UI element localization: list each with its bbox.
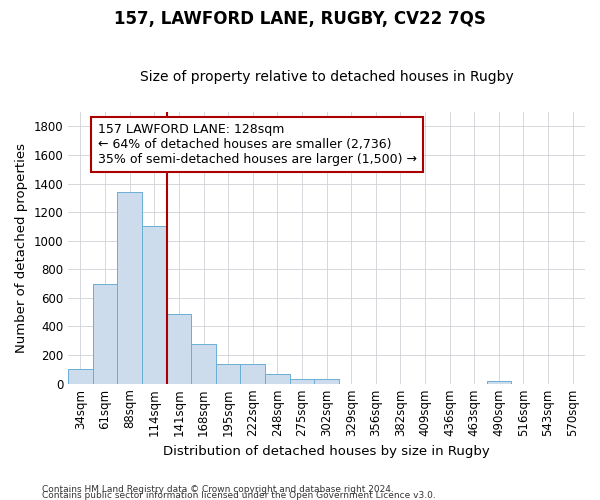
Title: Size of property relative to detached houses in Rugby: Size of property relative to detached ho…: [140, 70, 514, 85]
Bar: [241, 364, 265, 384]
Bar: [68, 370, 93, 384]
Bar: [93, 284, 118, 384]
Bar: [265, 374, 290, 384]
Bar: [290, 378, 314, 384]
Bar: [314, 380, 339, 384]
Bar: [142, 226, 167, 384]
Bar: [118, 192, 142, 384]
Bar: [167, 314, 191, 384]
Text: Contains public sector information licensed under the Open Government Licence v3: Contains public sector information licen…: [42, 490, 436, 500]
X-axis label: Distribution of detached houses by size in Rugby: Distribution of detached houses by size …: [163, 444, 490, 458]
Text: Contains HM Land Registry data © Crown copyright and database right 2024.: Contains HM Land Registry data © Crown c…: [42, 484, 394, 494]
Bar: [191, 344, 216, 384]
Text: 157, LAWFORD LANE, RUGBY, CV22 7QS: 157, LAWFORD LANE, RUGBY, CV22 7QS: [114, 10, 486, 28]
Y-axis label: Number of detached properties: Number of detached properties: [15, 143, 28, 353]
Bar: [487, 381, 511, 384]
Text: 157 LAWFORD LANE: 128sqm
← 64% of detached houses are smaller (2,736)
35% of sem: 157 LAWFORD LANE: 128sqm ← 64% of detach…: [98, 123, 417, 166]
Bar: [216, 364, 241, 384]
